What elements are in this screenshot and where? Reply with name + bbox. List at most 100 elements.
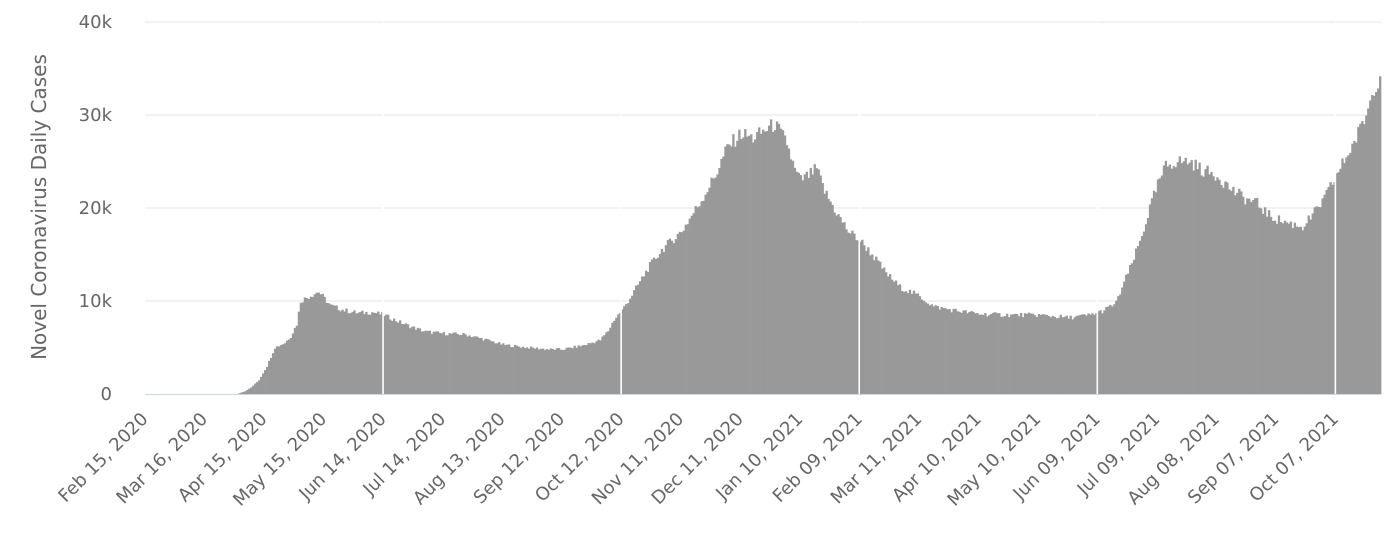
bar bbox=[432, 331, 436, 394]
bar bbox=[730, 146, 733, 394]
bar bbox=[656, 257, 660, 394]
bar bbox=[1315, 206, 1318, 394]
bar bbox=[1349, 152, 1352, 394]
bar bbox=[577, 345, 580, 394]
bar bbox=[420, 331, 424, 394]
bar bbox=[763, 131, 767, 394]
bar bbox=[670, 240, 674, 394]
bar bbox=[944, 308, 947, 394]
bar bbox=[1250, 202, 1253, 394]
bar bbox=[867, 247, 870, 394]
bar bbox=[446, 335, 449, 394]
bar bbox=[1115, 300, 1118, 394]
bar bbox=[1083, 314, 1086, 394]
bar bbox=[379, 314, 382, 394]
bar bbox=[982, 314, 985, 394]
bar bbox=[327, 303, 330, 394]
bar bbox=[942, 308, 945, 394]
bar bbox=[986, 316, 989, 394]
bar bbox=[1275, 223, 1279, 394]
bar bbox=[1029, 313, 1033, 394]
bar bbox=[652, 257, 656, 394]
bar bbox=[1256, 197, 1259, 394]
bar bbox=[702, 200, 705, 394]
bar bbox=[339, 311, 342, 394]
y-tick-label: 40k bbox=[79, 12, 113, 33]
bar bbox=[1271, 220, 1275, 394]
bar bbox=[343, 311, 346, 394]
bar bbox=[1166, 166, 1170, 394]
bar bbox=[535, 347, 539, 394]
bar bbox=[351, 311, 354, 394]
bar bbox=[252, 385, 255, 394]
bar bbox=[1246, 198, 1249, 394]
bar bbox=[1369, 100, 1372, 394]
bar bbox=[712, 178, 715, 394]
bar bbox=[1224, 181, 1227, 394]
bar bbox=[988, 315, 991, 394]
bar bbox=[1333, 182, 1336, 394]
bar bbox=[837, 214, 840, 394]
bar bbox=[349, 313, 352, 394]
bar bbox=[1375, 91, 1378, 394]
bar bbox=[1329, 182, 1332, 394]
bar bbox=[914, 293, 918, 394]
bar bbox=[688, 218, 691, 394]
bar bbox=[268, 360, 271, 394]
bar bbox=[1232, 186, 1235, 394]
bar bbox=[928, 305, 931, 394]
bar bbox=[589, 343, 592, 394]
bar bbox=[1039, 314, 1043, 394]
bar bbox=[1238, 188, 1241, 394]
bar bbox=[1343, 162, 1346, 394]
bar bbox=[877, 260, 880, 394]
bar bbox=[1065, 315, 1068, 394]
bar bbox=[1194, 159, 1197, 394]
bar bbox=[392, 318, 396, 394]
bar bbox=[809, 167, 812, 394]
bar bbox=[1222, 187, 1225, 394]
bar bbox=[1125, 274, 1128, 394]
bar bbox=[1041, 314, 1045, 394]
bar bbox=[924, 302, 928, 394]
bar bbox=[934, 305, 937, 394]
bar bbox=[920, 299, 924, 394]
bar bbox=[823, 193, 826, 394]
bar bbox=[1200, 175, 1203, 394]
bar bbox=[1051, 315, 1054, 394]
bar bbox=[367, 314, 370, 394]
bar bbox=[668, 238, 672, 394]
bar bbox=[1257, 207, 1261, 394]
bar bbox=[1146, 218, 1150, 394]
bar bbox=[482, 340, 485, 394]
bar bbox=[283, 343, 287, 394]
bar bbox=[819, 175, 822, 394]
bar bbox=[1049, 317, 1053, 394]
bar bbox=[404, 323, 408, 394]
bar bbox=[1081, 314, 1084, 394]
bar bbox=[341, 309, 344, 394]
bar bbox=[750, 134, 753, 394]
bar bbox=[948, 309, 951, 394]
bar bbox=[525, 347, 529, 394]
bar bbox=[718, 167, 721, 394]
bar bbox=[519, 347, 523, 394]
bar bbox=[1361, 121, 1364, 394]
bar bbox=[873, 260, 876, 394]
bar bbox=[676, 233, 680, 394]
bar bbox=[1254, 198, 1257, 394]
bar bbox=[1004, 316, 1007, 394]
bar bbox=[1117, 296, 1120, 394]
bar bbox=[843, 222, 846, 394]
bar bbox=[329, 304, 332, 394]
bar bbox=[1267, 210, 1271, 394]
bar bbox=[1321, 198, 1324, 394]
bar bbox=[436, 331, 439, 394]
bar bbox=[1367, 108, 1370, 394]
bar bbox=[375, 313, 378, 394]
bar bbox=[726, 144, 729, 394]
bar bbox=[710, 177, 713, 394]
bar bbox=[1035, 316, 1039, 394]
bar bbox=[1214, 180, 1217, 394]
